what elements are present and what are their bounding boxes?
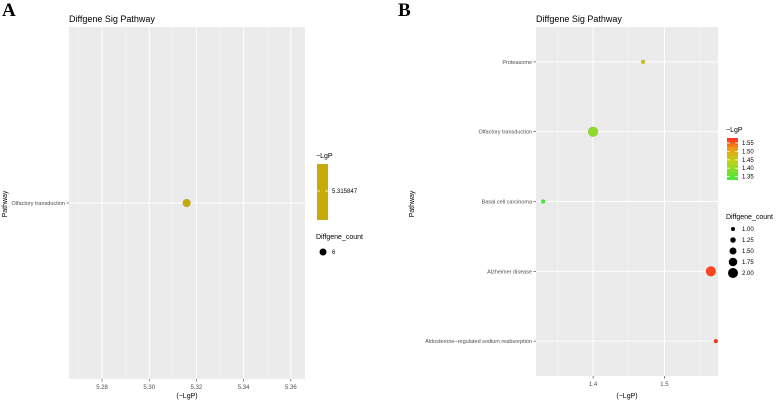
panel-b-gridlines: [536, 27, 718, 376]
colorbar-tick-label: 1.40: [742, 166, 754, 172]
panel-b-legend-color-title: −LgP: [726, 127, 743, 134]
x-tick-label: 5.36: [285, 385, 297, 391]
size-legend-label: 1.50: [742, 249, 754, 255]
data-point: [587, 126, 599, 137]
panel-b-size-legend: 1.00 1.25 1.50 1.75 2.00: [728, 227, 754, 278]
panel-b-y-ticks: Proteasome Olfactory transduction Basal ce…: [425, 60, 536, 345]
y-tick-label: Basal cell carcinoma: [482, 200, 533, 206]
panel-a-y-axis-label: Pathway: [2, 190, 9, 217]
panel-a-x-ticks: 5.28 5.30 5.32 5.34 5.36: [96, 379, 297, 391]
data-point: [640, 59, 646, 65]
x-tick-label: 5.28: [96, 385, 108, 391]
size-legend-label: 2.00: [742, 271, 754, 277]
panel-b-title: Diffgene Sig Pathway: [536, 14, 622, 24]
data-point: [713, 338, 719, 344]
size-legend-dot: [728, 268, 738, 278]
panel-a-colorbar: [317, 164, 328, 220]
panel-a-x-axis-label: (−LgP): [176, 393, 197, 400]
x-tick-label: 5.30: [143, 385, 155, 391]
y-tick-label: Olfactory transduction: [479, 130, 533, 136]
panel-a-colorbar-label: 5.315847: [332, 189, 358, 195]
panel-b-x-axis-label: (−LgP): [616, 393, 637, 400]
colorbar-tick-label: 1.55: [742, 141, 754, 147]
panel-b-points: [540, 59, 719, 344]
panel-b: B Diffgene Sig Pathway 1.4 1.5 Proteasome…: [398, 0, 773, 400]
panel-b-legend-size-title: Diffgene_count: [726, 214, 773, 221]
panel-a-title: Diffgene Sig Pathway: [69, 14, 155, 24]
panel-a-size-legend-dot: [319, 248, 327, 256]
y-tick-label: Alzheimer disease: [487, 269, 532, 275]
panel-b-letter: B: [398, 0, 411, 21]
panel-b-colorbar: [727, 138, 738, 180]
y-tick-label: Olfactory transduction: [12, 201, 66, 207]
colorbar-tick-label: 1.45: [742, 158, 754, 164]
panel-a-legend-color-title: −LgP: [316, 153, 333, 160]
size-legend-dot: [731, 227, 735, 231]
data-point: [540, 199, 546, 204]
panel-a: A Diffgene Sig Pathway 5.28 5.30 5.32 5.34 5…: [2, 0, 363, 400]
panel-b-y-axis-label: Pathway: [409, 190, 416, 217]
panel-b-colorbar-ticks: 1.55 1.50 1.45 1.40 1.35: [727, 141, 754, 181]
panel-a-legend-size-title: Diffgene_count: [316, 234, 363, 241]
size-legend-dot: [728, 257, 738, 267]
y-tick-label: Aldosterone−regulated sodium reabsorptio…: [425, 339, 532, 345]
data-point: [182, 198, 191, 208]
panel-a-points: [182, 198, 191, 208]
x-tick-label: 1.4: [589, 382, 598, 388]
x-tick-label: 5.32: [191, 385, 203, 391]
x-tick-label: 1.5: [660, 382, 669, 388]
panel-a-letter: A: [2, 0, 16, 21]
size-legend-label: 1.25: [742, 238, 754, 244]
size-legend-dot: [730, 237, 736, 243]
data-point: [705, 266, 717, 277]
size-legend-label: 1.75: [742, 260, 754, 266]
colorbar-tick-label: 1.50: [742, 149, 754, 155]
panel-b-x-ticks: 1.4 1.5: [589, 376, 669, 388]
x-tick-label: 5.34: [238, 385, 250, 391]
size-legend-label: 1.00: [742, 227, 754, 233]
size-legend-dot: [729, 247, 737, 255]
panel-a-y-ticks: Olfactory transduction: [12, 201, 69, 207]
y-tick-label: Proteasome: [502, 60, 532, 66]
panel-a-size-legend-label: 6: [332, 250, 336, 256]
colorbar-tick-label: 1.35: [742, 175, 754, 181]
